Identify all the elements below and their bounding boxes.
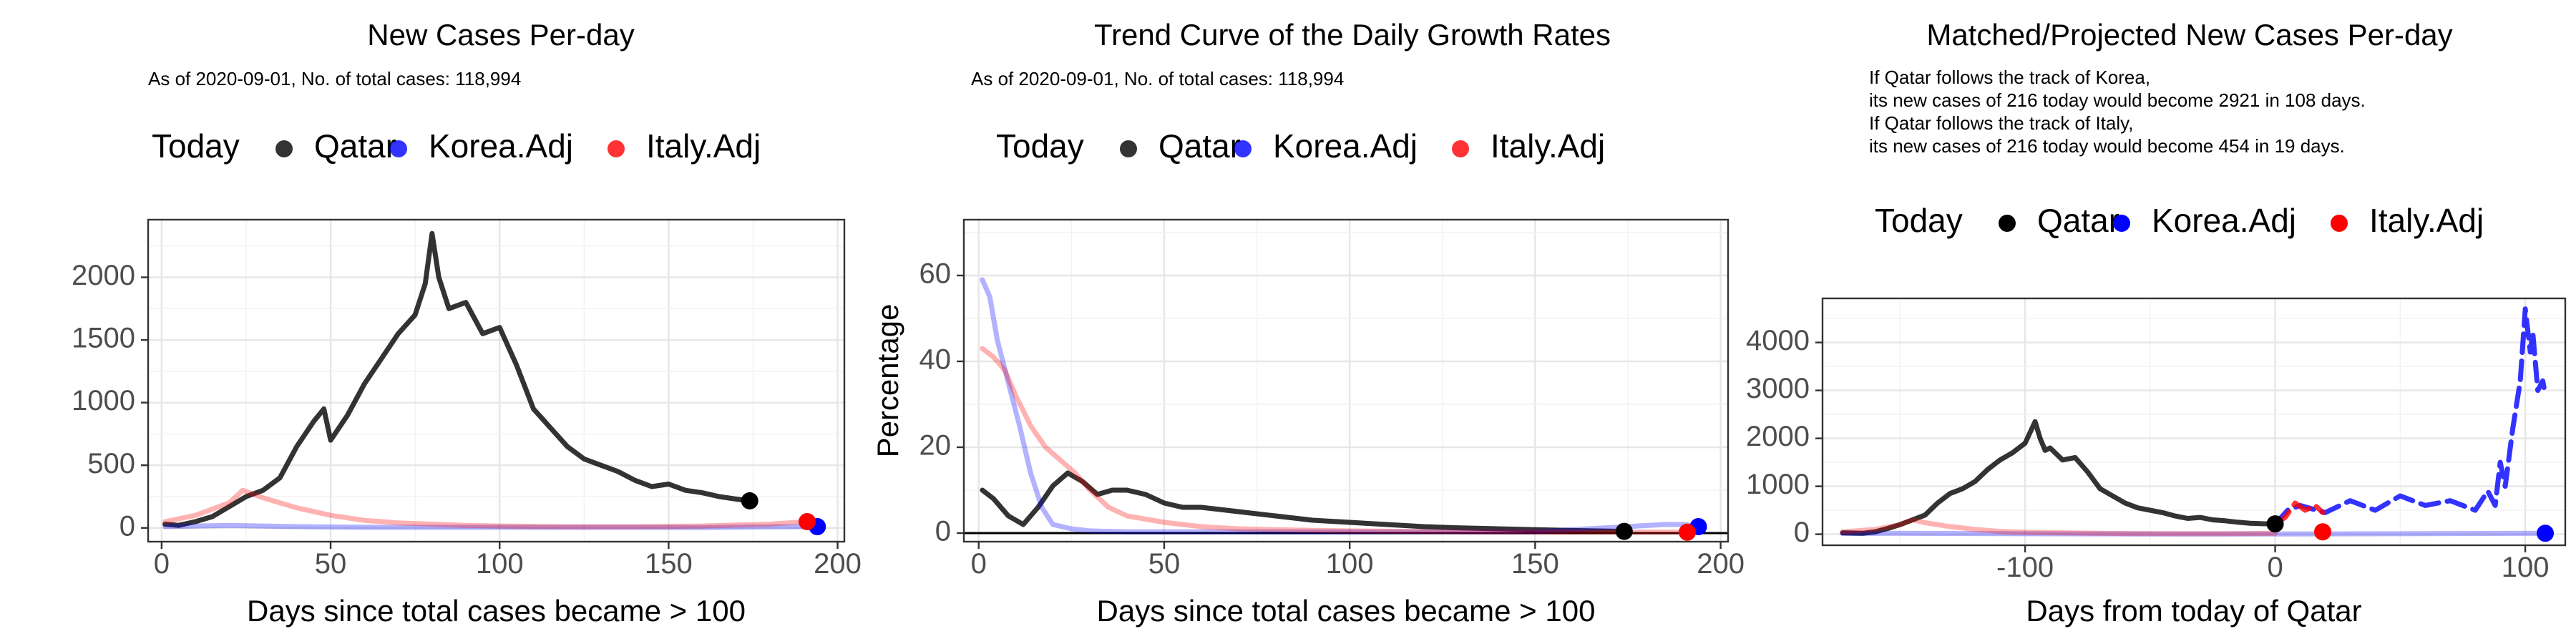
legend-key-italy-adj [2331, 215, 2348, 232]
y-tick-label: 1000 [1746, 469, 1810, 500]
new-cases-plot-frame [147, 218, 846, 543]
projected-cases-plot-frame [1821, 297, 2567, 547]
legend-key-qatar [1999, 215, 2016, 232]
series-line-qatar [980, 470, 1627, 535]
x-tick-label: 200 [814, 548, 862, 580]
legend-key-italy-adj [608, 140, 625, 157]
growth-rates-legend: Today Qatar Korea.Adj Italy.Adj [996, 127, 1605, 165]
y-tick-label: 0 [935, 516, 951, 547]
projected-cases-note-line: its new cases of 216 today would become … [1869, 135, 2345, 157]
projected-cases-note-line: If Qatar follows the track of Italy, [1869, 112, 2133, 134]
x-tick-label: 150 [1511, 548, 1559, 580]
legend-label-italy-adj: Italy.Adj [2369, 202, 2484, 239]
new-cases-x-axis-label: Days since total cases became > 100 [247, 594, 746, 628]
growth-rates-note-line: As of 2020-09-01, No. of total cases: 11… [971, 68, 1344, 89]
series-line-qatar [1840, 419, 2278, 536]
today-point-qatar [741, 492, 758, 509]
projected-cases-legend: Today Qatar Korea.Adj Italy.Adj [1875, 202, 2484, 239]
panel-new-cases: New Cases Per-day As of 2020-09-01, No. o… [72, 18, 862, 628]
y-tick-label: 2000 [72, 260, 135, 291]
x-tick-label: 50 [1148, 548, 1181, 580]
legend-label-italy-adj: Italy.Adj [646, 127, 761, 165]
legend-title: Today [1875, 202, 1963, 239]
legend-key-korea-adj [1234, 140, 1252, 157]
legend-label-korea-adj: Korea.Adj [1273, 127, 1418, 165]
x-tick-label: 100 [1326, 548, 1374, 580]
x-tick-label: 200 [1697, 548, 1745, 580]
legend-title: Today [996, 127, 1084, 165]
projected-cases-note-line: If Qatar follows the track of Korea, [1869, 67, 2150, 88]
growth-rates-y-axis-label: Percentage [871, 304, 904, 458]
x-tick-label: -100 [1996, 552, 2054, 583]
projected-cases-title: Matched/Projected New Cases Per-day [1926, 18, 2452, 52]
y-tick-label: 20 [919, 430, 952, 462]
legend-label-korea-adj: Korea.Adj [2152, 202, 2296, 239]
x-tick-label: 50 [315, 548, 347, 580]
legend-label-qatar: Qatar [314, 127, 396, 165]
legend-key-qatar [275, 140, 293, 157]
x-tick-label: 0 [971, 548, 987, 580]
y-tick-label: 500 [87, 448, 135, 479]
projected-cases-gridlines [1823, 298, 2565, 545]
legend-key-korea-adj [390, 140, 407, 157]
x-tick-label: 100 [2502, 552, 2550, 583]
legend-label-italy-adj: Italy.Adj [1491, 127, 1605, 165]
legend-title: Today [152, 127, 240, 165]
y-tick-label: 1500 [72, 323, 135, 354]
legend-label-korea-adj: Korea.Adj [429, 127, 573, 165]
y-tick-label: 4000 [1746, 325, 1810, 356]
series-line-italy-adj-projected [2273, 500, 2326, 527]
series-line-korea-adj-projected [2273, 306, 2548, 527]
new-cases-title: New Cases Per-day [367, 18, 634, 52]
today-point-korea-adj [2537, 525, 2555, 542]
series-line-italy-adj [980, 346, 1690, 535]
series-line-korea-adj [162, 522, 820, 530]
growth-rates-title: Trend Curve of the Daily Growth Rates [1094, 18, 1611, 52]
panel-growth-rates: Trend Curve of the Daily Growth Rates As … [871, 18, 1745, 628]
growth-rates-series [980, 277, 1701, 535]
y-tick-label: 3000 [1746, 373, 1810, 404]
series-line-korea-adj [980, 277, 1701, 535]
today-point-italy-adj [799, 512, 816, 530]
x-tick-label: 0 [2267, 552, 2283, 583]
y-tick-label: 40 [919, 344, 952, 376]
projected-cases-x-axis-label: Days from today of Qatar [2026, 594, 2361, 628]
today-point-qatar [2266, 515, 2284, 533]
y-tick-label: 1000 [72, 385, 135, 416]
projected-cases-series [1840, 306, 2548, 537]
projected-cases-note-line: its new cases of 216 today would become … [1869, 89, 2366, 111]
series-line-italy-adj [162, 487, 810, 530]
series-line-italy-adj [1840, 517, 2278, 537]
y-tick-label: 0 [119, 510, 135, 542]
today-point-italy-adj [1678, 523, 1696, 541]
growth-rates-x-axis-label: Days since total cases became > 100 [1097, 594, 1596, 628]
today-point-italy-adj [2313, 523, 2331, 541]
y-tick-label: 2000 [1746, 421, 1810, 452]
series-line-qatar [162, 230, 753, 528]
new-cases-series [162, 230, 820, 530]
today-point-qatar [1615, 522, 1633, 540]
y-tick-label: 60 [919, 258, 952, 290]
growth-rates-gridlines [964, 220, 1728, 542]
y-tick-label: 0 [1794, 517, 1810, 548]
panel-projected-cases: Matched/Projected New Cases Per-day If Qa… [1746, 18, 2567, 628]
x-tick-label: 150 [645, 548, 693, 580]
legend-label-qatar: Qatar [1158, 127, 1241, 165]
new-cases-legend: Today Qatar Korea.Adj Italy.Adj [152, 127, 761, 165]
legend-key-qatar [1120, 140, 1137, 157]
new-cases-gridlines [148, 220, 844, 542]
x-tick-label: 0 [154, 548, 170, 580]
x-tick-label: 100 [476, 548, 524, 580]
growth-rates-plot-frame [962, 218, 1729, 543]
legend-key-korea-adj [2113, 215, 2130, 232]
legend-label-qatar: Qatar [2037, 202, 2119, 239]
new-cases-note-line: As of 2020-09-01, No. of total cases: 11… [148, 68, 521, 89]
legend-key-italy-adj [1452, 140, 1469, 157]
